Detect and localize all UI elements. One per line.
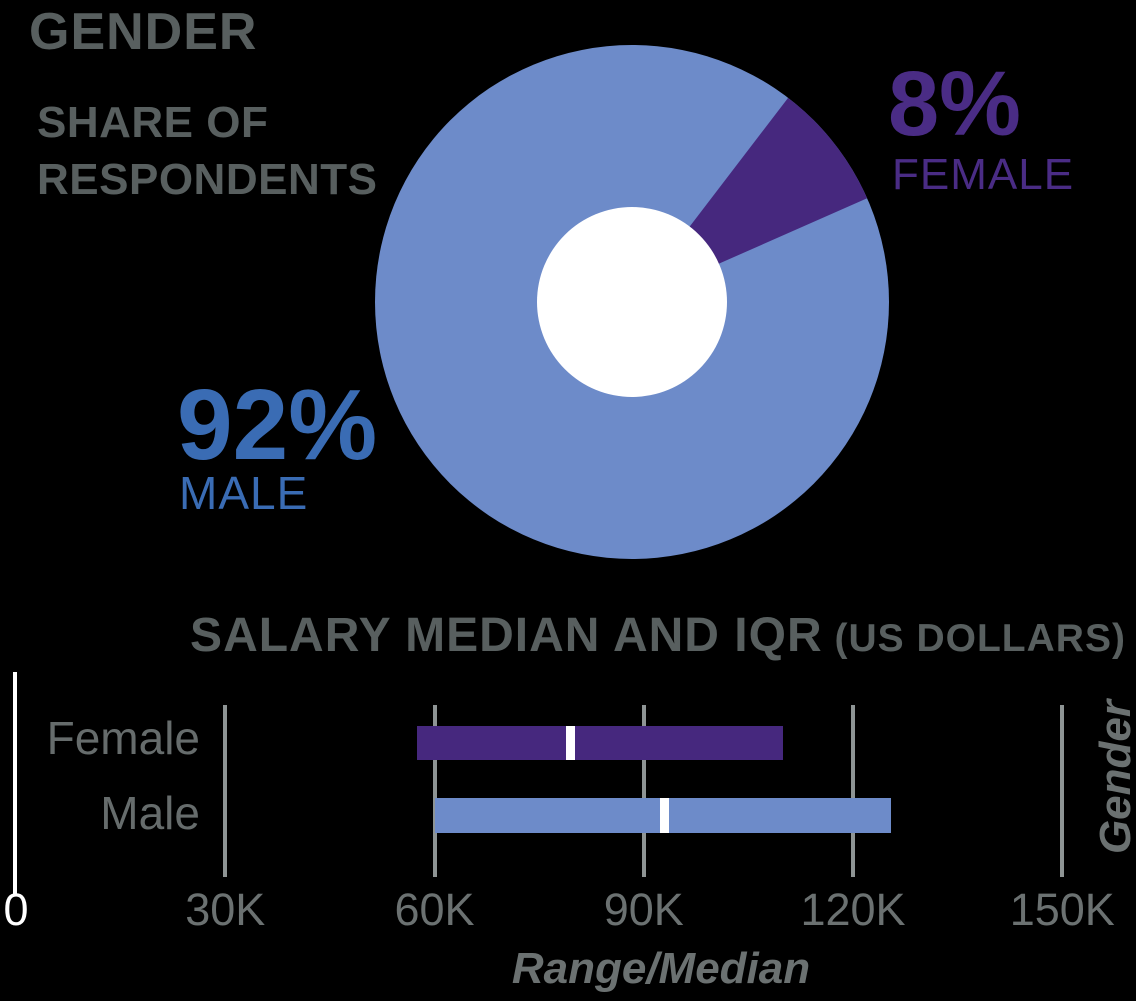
subtitle-line-2: RESPONDENTS (37, 155, 378, 204)
subtitle: SHARE OF RESPONDENTS (37, 94, 377, 208)
donut-hole (537, 207, 727, 397)
row-label-female: Female (46, 712, 200, 764)
female-percent-value: 8% (888, 53, 1021, 155)
y-axis-title: Gender (1091, 700, 1136, 855)
x-tick-label-30K: 30K (185, 884, 266, 935)
row-label-male: Male (100, 787, 200, 839)
page-title: GENDER (29, 3, 258, 61)
male-percent-label: MALE (179, 467, 309, 519)
iqr-bar-male (434, 798, 892, 833)
x-tick-label-0: 0 (3, 884, 29, 935)
gender-donut-svg (375, 45, 889, 559)
iqr-bar-female (417, 726, 784, 760)
x-axis-title: Range/Median (511, 944, 811, 993)
x-tick-label-60K: 60K (394, 884, 475, 935)
median-tick-male (660, 798, 670, 833)
x-tick-label-150K: 150K (1009, 884, 1115, 935)
gridline-150K (1060, 705, 1065, 877)
salary-section-title: SALARY MEDIAN AND IQR (US DOLLARS) (190, 608, 1126, 663)
salary-title-main: SALARY MEDIAN AND IQR (190, 609, 823, 662)
gridline-90K (641, 705, 646, 877)
median-tick-female (566, 726, 575, 760)
gridline-60K (432, 705, 437, 877)
x-tick-label-120K: 120K (800, 884, 906, 935)
salary-title-sub: (US DOLLARS) (822, 617, 1126, 660)
gridline-30K (223, 705, 228, 877)
subtitle-line-1: SHARE OF (37, 98, 269, 147)
gridline-120K (851, 705, 855, 877)
x-tick-label-90K: 90K (603, 884, 684, 935)
female-percent-label: FEMALE (892, 150, 1075, 199)
zero-axis-line (13, 672, 17, 895)
male-percent-value: 92% (177, 369, 378, 481)
